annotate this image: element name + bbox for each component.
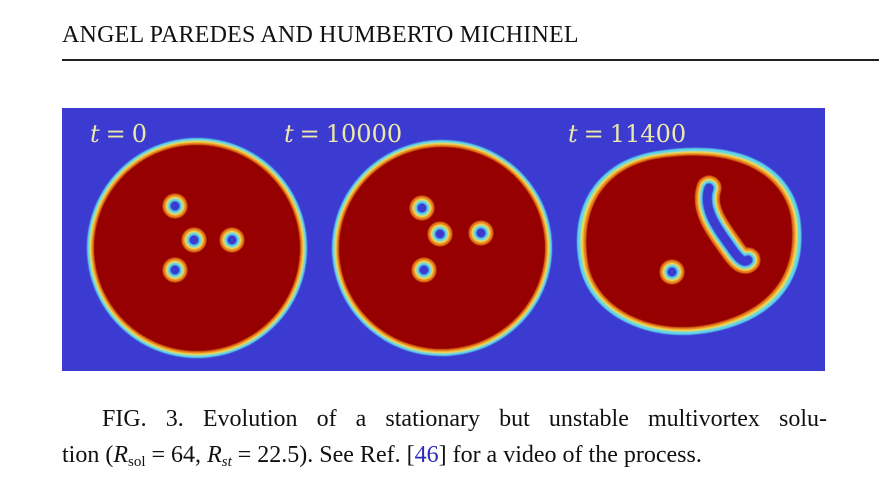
time-label-panel-1: t = 0 — [90, 120, 147, 148]
vortex-t0-d — [163, 258, 187, 282]
time-label-panel-2: t = 10000 — [284, 120, 402, 148]
vortex-t0-c — [220, 228, 244, 252]
time-label-panel-3: t = 11400 — [568, 120, 686, 148]
vortex-t0-a — [163, 194, 187, 218]
caption-text-2: tion ( — [62, 442, 114, 468]
panel-t10000 — [332, 139, 552, 357]
caption-line-2: tion (Rsol = 64, Rst = 22.5). See Ref. [… — [62, 437, 827, 480]
soliton-disc-t10000 — [332, 139, 552, 357]
caption-text-1: Evolution of a stationary but unstable m… — [202, 406, 828, 432]
r-sol-value: = 64, — [145, 442, 208, 468]
running-head: ANGEL PAREDES AND HUMBERTO MICHINEL — [62, 22, 579, 48]
vortex-t10000-a — [410, 196, 434, 220]
figure-caption: FIG. 3. Evolution of a stationary but un… — [62, 401, 827, 480]
vortex-t11400-elongated — [695, 176, 760, 274]
caption-line-1: FIG. 3. Evolution of a stationary but un… — [62, 401, 827, 437]
caption-label: FIG. 3. — [102, 406, 184, 432]
vortex-t10000-c — [469, 221, 493, 245]
header-rule — [62, 59, 879, 61]
vortex-t10000-d — [412, 258, 436, 282]
panel-t11400 — [577, 147, 802, 335]
vortex-t0-b — [182, 228, 206, 252]
caption-text-3: ] for a video of the process. — [438, 442, 702, 468]
r-sol-subscript: sol — [128, 454, 146, 470]
soliton-blob-t11400 — [577, 147, 802, 335]
vortex-t11400-a — [660, 260, 684, 284]
figure-3: t = 0 t = 10000 t = 11400 — [62, 108, 825, 371]
r-st-value: = 22.5). See Ref. [ — [231, 442, 415, 468]
panel-t0 — [87, 138, 307, 358]
r-st-symbol: R — [207, 442, 222, 468]
r-st-subscript: st — [221, 454, 232, 470]
vortex-t10000-b — [428, 222, 452, 246]
r-sol-symbol: R — [113, 442, 128, 468]
vortex-evolution-plot: t = 0 t = 10000 t = 11400 — [62, 108, 825, 371]
reference-link-46[interactable]: 46 — [414, 442, 439, 468]
